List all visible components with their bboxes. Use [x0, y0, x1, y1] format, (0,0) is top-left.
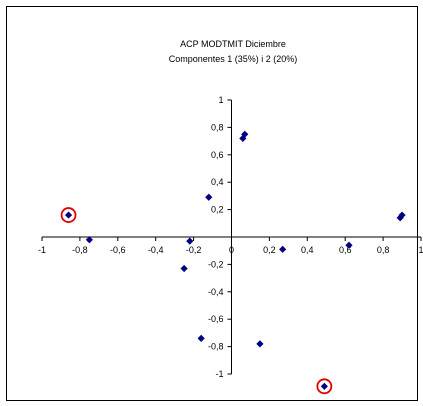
x-tick-label: 0,2: [263, 245, 276, 255]
axes: -1 -0,8 -0,6 -0,4 -0,2 0 0,2 0,4 0,6 0,8 1 -1 -0,8 -0…: [38, 95, 423, 379]
data-point: [205, 193, 213, 201]
data-point: [85, 236, 93, 244]
chart-title: ACP MODTMIT Diciembre: [180, 39, 286, 49]
highlight-circle: [316, 378, 333, 395]
data-point: [241, 130, 249, 138]
data-point: [197, 334, 205, 342]
data-point: [398, 211, 406, 219]
x-tick-label: -0,4: [148, 245, 164, 255]
y-tick-label: -0,6: [208, 314, 224, 324]
x-tick-label: -0,8: [72, 245, 88, 255]
data-point: [256, 340, 264, 348]
data-point: [180, 264, 188, 273]
data-point: [396, 214, 404, 222]
data-point: [64, 211, 73, 219]
x-tick-label: -0,6: [110, 245, 126, 255]
data-point: [345, 241, 353, 249]
y-tick-label: 0,2: [211, 205, 224, 215]
y-tick-label: 0,4: [211, 177, 224, 187]
y-tick-label: 0,8: [211, 122, 224, 132]
chart-border: [6, 6, 418, 401]
data-point: [186, 237, 194, 245]
x-tick-label: 0,4: [301, 245, 314, 255]
y-tick-label: 1: [218, 95, 223, 105]
data-point: [320, 382, 328, 390]
x-tick-label: 1: [418, 245, 423, 255]
x-tick-label: -1: [38, 245, 46, 255]
y-tick-label: -0,4: [208, 287, 224, 297]
y-tick-label: -1: [215, 369, 223, 379]
x-tick-label: 0,8: [377, 245, 390, 255]
x-tick-label: -0,2: [186, 245, 202, 255]
y-tick-label: -0,2: [208, 259, 224, 269]
chart-subtitle: Componentes 1 (35%) i 2 (20%): [169, 54, 298, 64]
y-tick-label: -0,8: [208, 342, 224, 352]
x-tick-label: 0,6: [339, 245, 352, 255]
x-tick-label: 0: [229, 245, 234, 255]
data-point: [279, 245, 287, 253]
data-points: [60, 130, 406, 395]
y-tick-label: 0,6: [211, 150, 224, 160]
highlight-circle: [60, 207, 77, 223]
